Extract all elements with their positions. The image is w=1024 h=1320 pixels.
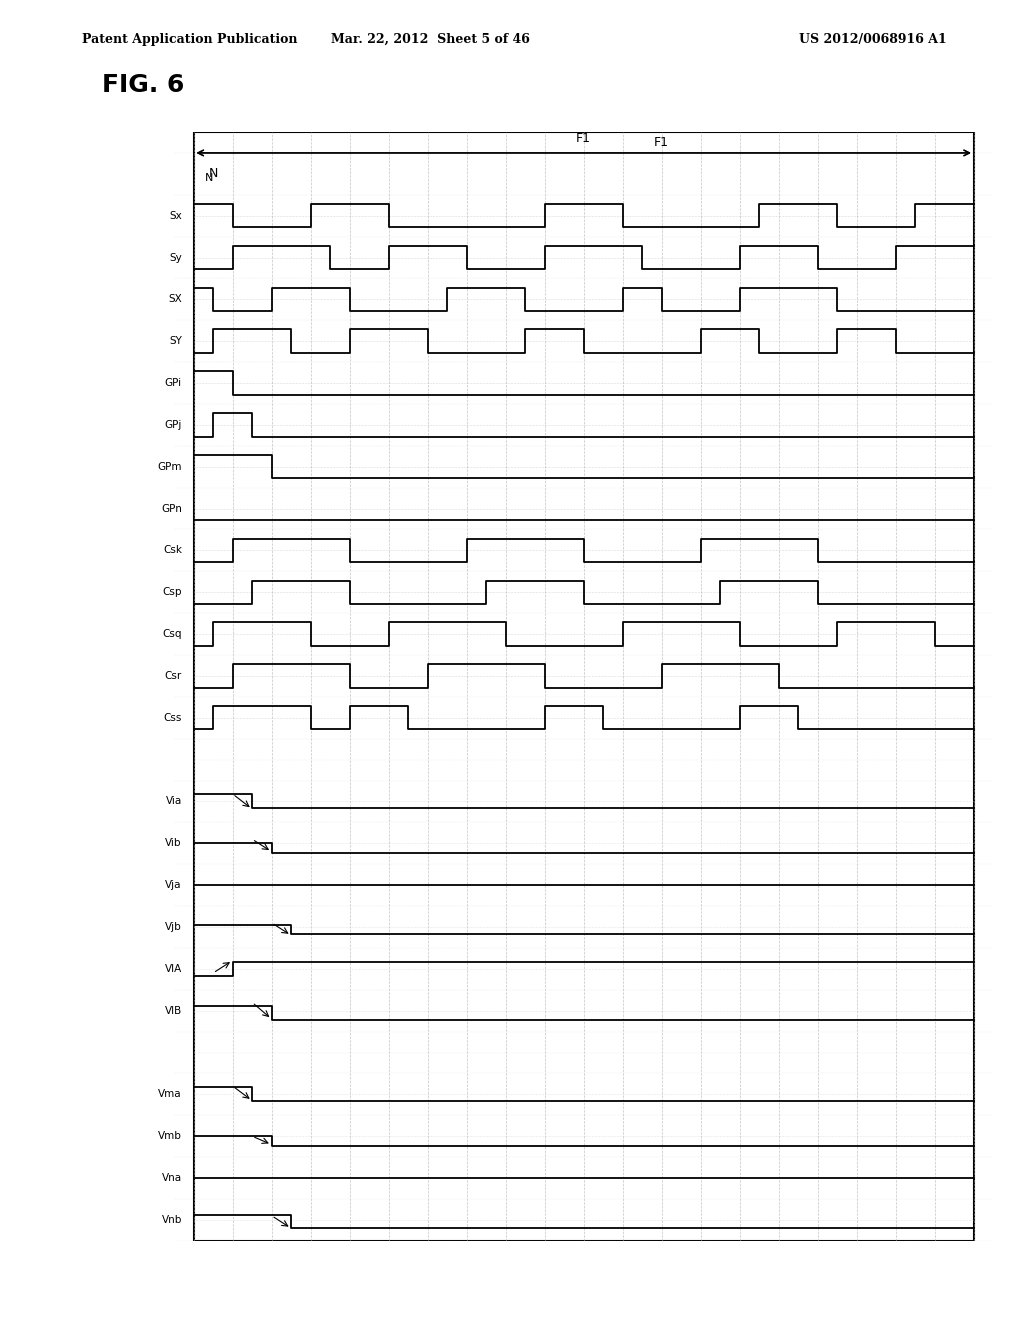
Text: GPi: GPi [165,378,182,388]
Text: GPj: GPj [165,420,182,430]
Text: SX: SX [168,294,182,305]
Text: Vmb: Vmb [158,1131,182,1142]
Text: Patent Application Publication: Patent Application Publication [82,33,297,46]
Text: Sx: Sx [169,211,182,220]
Text: Vma: Vma [159,1089,182,1100]
Text: F1: F1 [654,136,670,149]
Text: Vnb: Vnb [162,1214,182,1225]
Text: US 2012/0068916 A1: US 2012/0068916 A1 [799,33,946,46]
Text: Vjb: Vjb [165,921,182,932]
Text: Csq: Csq [163,630,182,639]
Text: Csk: Csk [163,545,182,556]
Text: Mar. 22, 2012  Sheet 5 of 46: Mar. 22, 2012 Sheet 5 of 46 [331,33,529,46]
Text: Csr: Csr [165,671,182,681]
Text: Csp: Csp [163,587,182,597]
Text: Sy: Sy [169,252,182,263]
Text: SY: SY [169,337,182,346]
Text: Vja: Vja [166,880,182,890]
Text: Vib: Vib [166,838,182,849]
Text: GPn: GPn [161,503,182,513]
Text: VIA: VIA [165,964,182,974]
Text: Via: Via [166,796,182,807]
Text: Vna: Vna [162,1173,182,1183]
Text: N: N [205,173,214,183]
Text: VIB: VIB [165,1006,182,1015]
Text: GPm: GPm [158,462,182,471]
Text: Css: Css [164,713,182,723]
Text: N: N [209,168,218,181]
Text: F1: F1 [577,132,591,145]
Text: FIG. 6: FIG. 6 [102,73,184,96]
